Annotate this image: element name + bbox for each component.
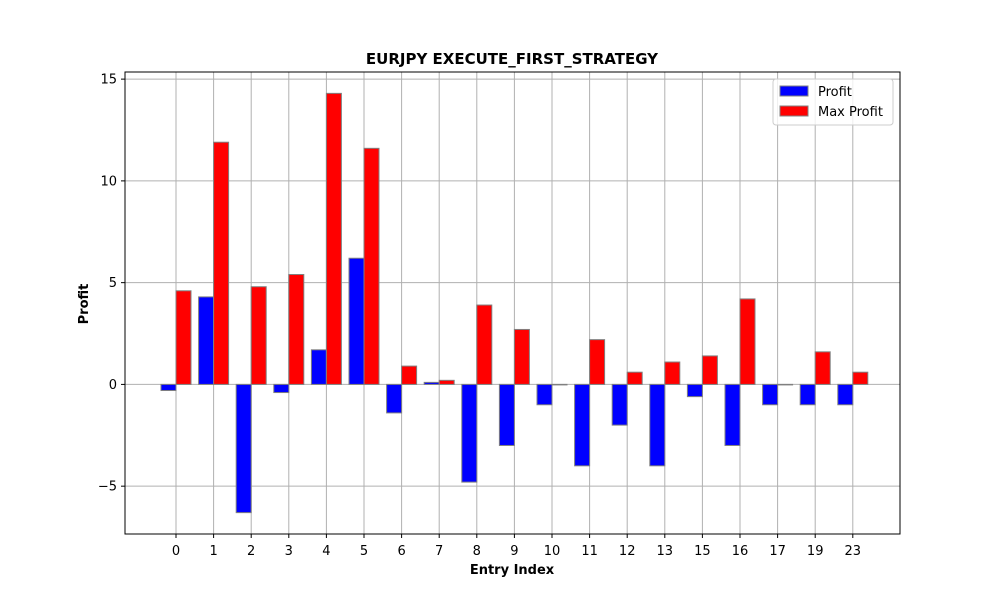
x-tick-label: 15 xyxy=(694,544,711,559)
max-profit-bar-0 xyxy=(175,290,192,385)
profit-bar-4 xyxy=(310,349,327,385)
x-tick-label: 1 xyxy=(209,544,217,559)
max-profit-bar-9 xyxy=(513,328,530,385)
max-profit-bar-8 xyxy=(476,304,493,385)
max-profit-bar-11 xyxy=(589,339,606,385)
x-tick-label: 17 xyxy=(769,544,786,559)
x-tick-label: 9 xyxy=(510,544,518,559)
bars xyxy=(160,92,869,514)
grid-lines xyxy=(125,72,900,534)
max-profit-bar-4 xyxy=(325,92,342,385)
profit-bar-1 xyxy=(198,296,215,385)
x-tick-label: 4 xyxy=(322,544,330,559)
profit-bar-19 xyxy=(799,383,816,406)
profit-bar-0 xyxy=(160,383,177,392)
profit-bar-6 xyxy=(386,383,403,414)
max-profit-bar-12 xyxy=(626,371,643,385)
y-axis-ticks: −5 0 5 10 15 xyxy=(98,73,125,495)
x-tick-label: 13 xyxy=(657,544,674,559)
legend-label: Profit xyxy=(818,85,852,100)
profit-bar-3 xyxy=(273,383,290,394)
y-tick-label: −5 xyxy=(98,480,117,495)
profit-bar-17 xyxy=(762,383,779,406)
x-tick-label: 0 xyxy=(172,544,180,559)
x-tick-label: 23 xyxy=(845,544,862,559)
max-profit-bar-17 xyxy=(777,383,794,386)
profit-bar-15 xyxy=(686,383,703,398)
profit-bar-5 xyxy=(348,257,365,385)
max-profit-bar-5 xyxy=(363,147,380,385)
max-profit-bar-2 xyxy=(250,286,267,385)
y-tick-label: 5 xyxy=(109,276,117,291)
max-profit-bar-3 xyxy=(288,274,305,385)
y-tick-label: 0 xyxy=(109,378,117,393)
max-profit-bar-15 xyxy=(701,355,718,385)
y-tick-label: 15 xyxy=(100,73,117,88)
profit-bar-8 xyxy=(461,383,478,483)
legend-label: Max Profit xyxy=(818,105,883,120)
x-tick-label: 19 xyxy=(807,544,824,559)
chart-title: EURJPY EXECUTE_FIRST_STRATEGY xyxy=(366,50,659,68)
max-profit-bar-7 xyxy=(438,379,455,385)
profit-bar-10 xyxy=(536,383,553,406)
max-profit-bar-16 xyxy=(739,298,756,385)
x-tick-label: 10 xyxy=(544,544,561,559)
x-axis-label: Entry Index xyxy=(470,563,555,578)
x-tick-label: 16 xyxy=(732,544,749,559)
legend-swatch xyxy=(779,105,809,117)
x-tick-label: 12 xyxy=(619,544,636,559)
max-profit-bar-13 xyxy=(664,361,681,385)
y-tick-label: 10 xyxy=(100,174,117,189)
max-profit-bar-6 xyxy=(401,365,418,385)
profit-bar-9 xyxy=(498,383,515,446)
profit-bar-7 xyxy=(423,381,440,385)
y-axis-label: Profit xyxy=(77,284,92,325)
max-profit-bar-23 xyxy=(852,371,869,385)
max-profit-bar-10 xyxy=(551,383,568,386)
x-tick-label: 3 xyxy=(285,544,293,559)
x-tick-label: 6 xyxy=(397,544,405,559)
max-profit-bar-1 xyxy=(213,141,230,385)
x-tick-label: 8 xyxy=(473,544,481,559)
axes-frame xyxy=(124,71,901,535)
legend: Profit Max Profit xyxy=(772,78,894,126)
x-tick-label: 7 xyxy=(435,544,443,559)
profit-bar-13 xyxy=(649,383,666,467)
max-profit-bar-19 xyxy=(814,351,831,385)
x-tick-label: 2 xyxy=(247,544,255,559)
profit-bar-12 xyxy=(611,383,628,426)
profit-bar-2 xyxy=(235,383,252,514)
x-axis-ticks: 0 1 2 3 4 5 6 7 8 9 10 11 12 13 15 16 17 19 23 xyxy=(172,534,861,559)
x-tick-label: 5 xyxy=(360,544,368,559)
profit-bar-11 xyxy=(574,383,591,467)
profit-bar-16 xyxy=(724,383,741,446)
legend-swatch xyxy=(779,85,809,97)
x-tick-label: 11 xyxy=(581,544,598,559)
profit-bar-23 xyxy=(837,383,854,406)
